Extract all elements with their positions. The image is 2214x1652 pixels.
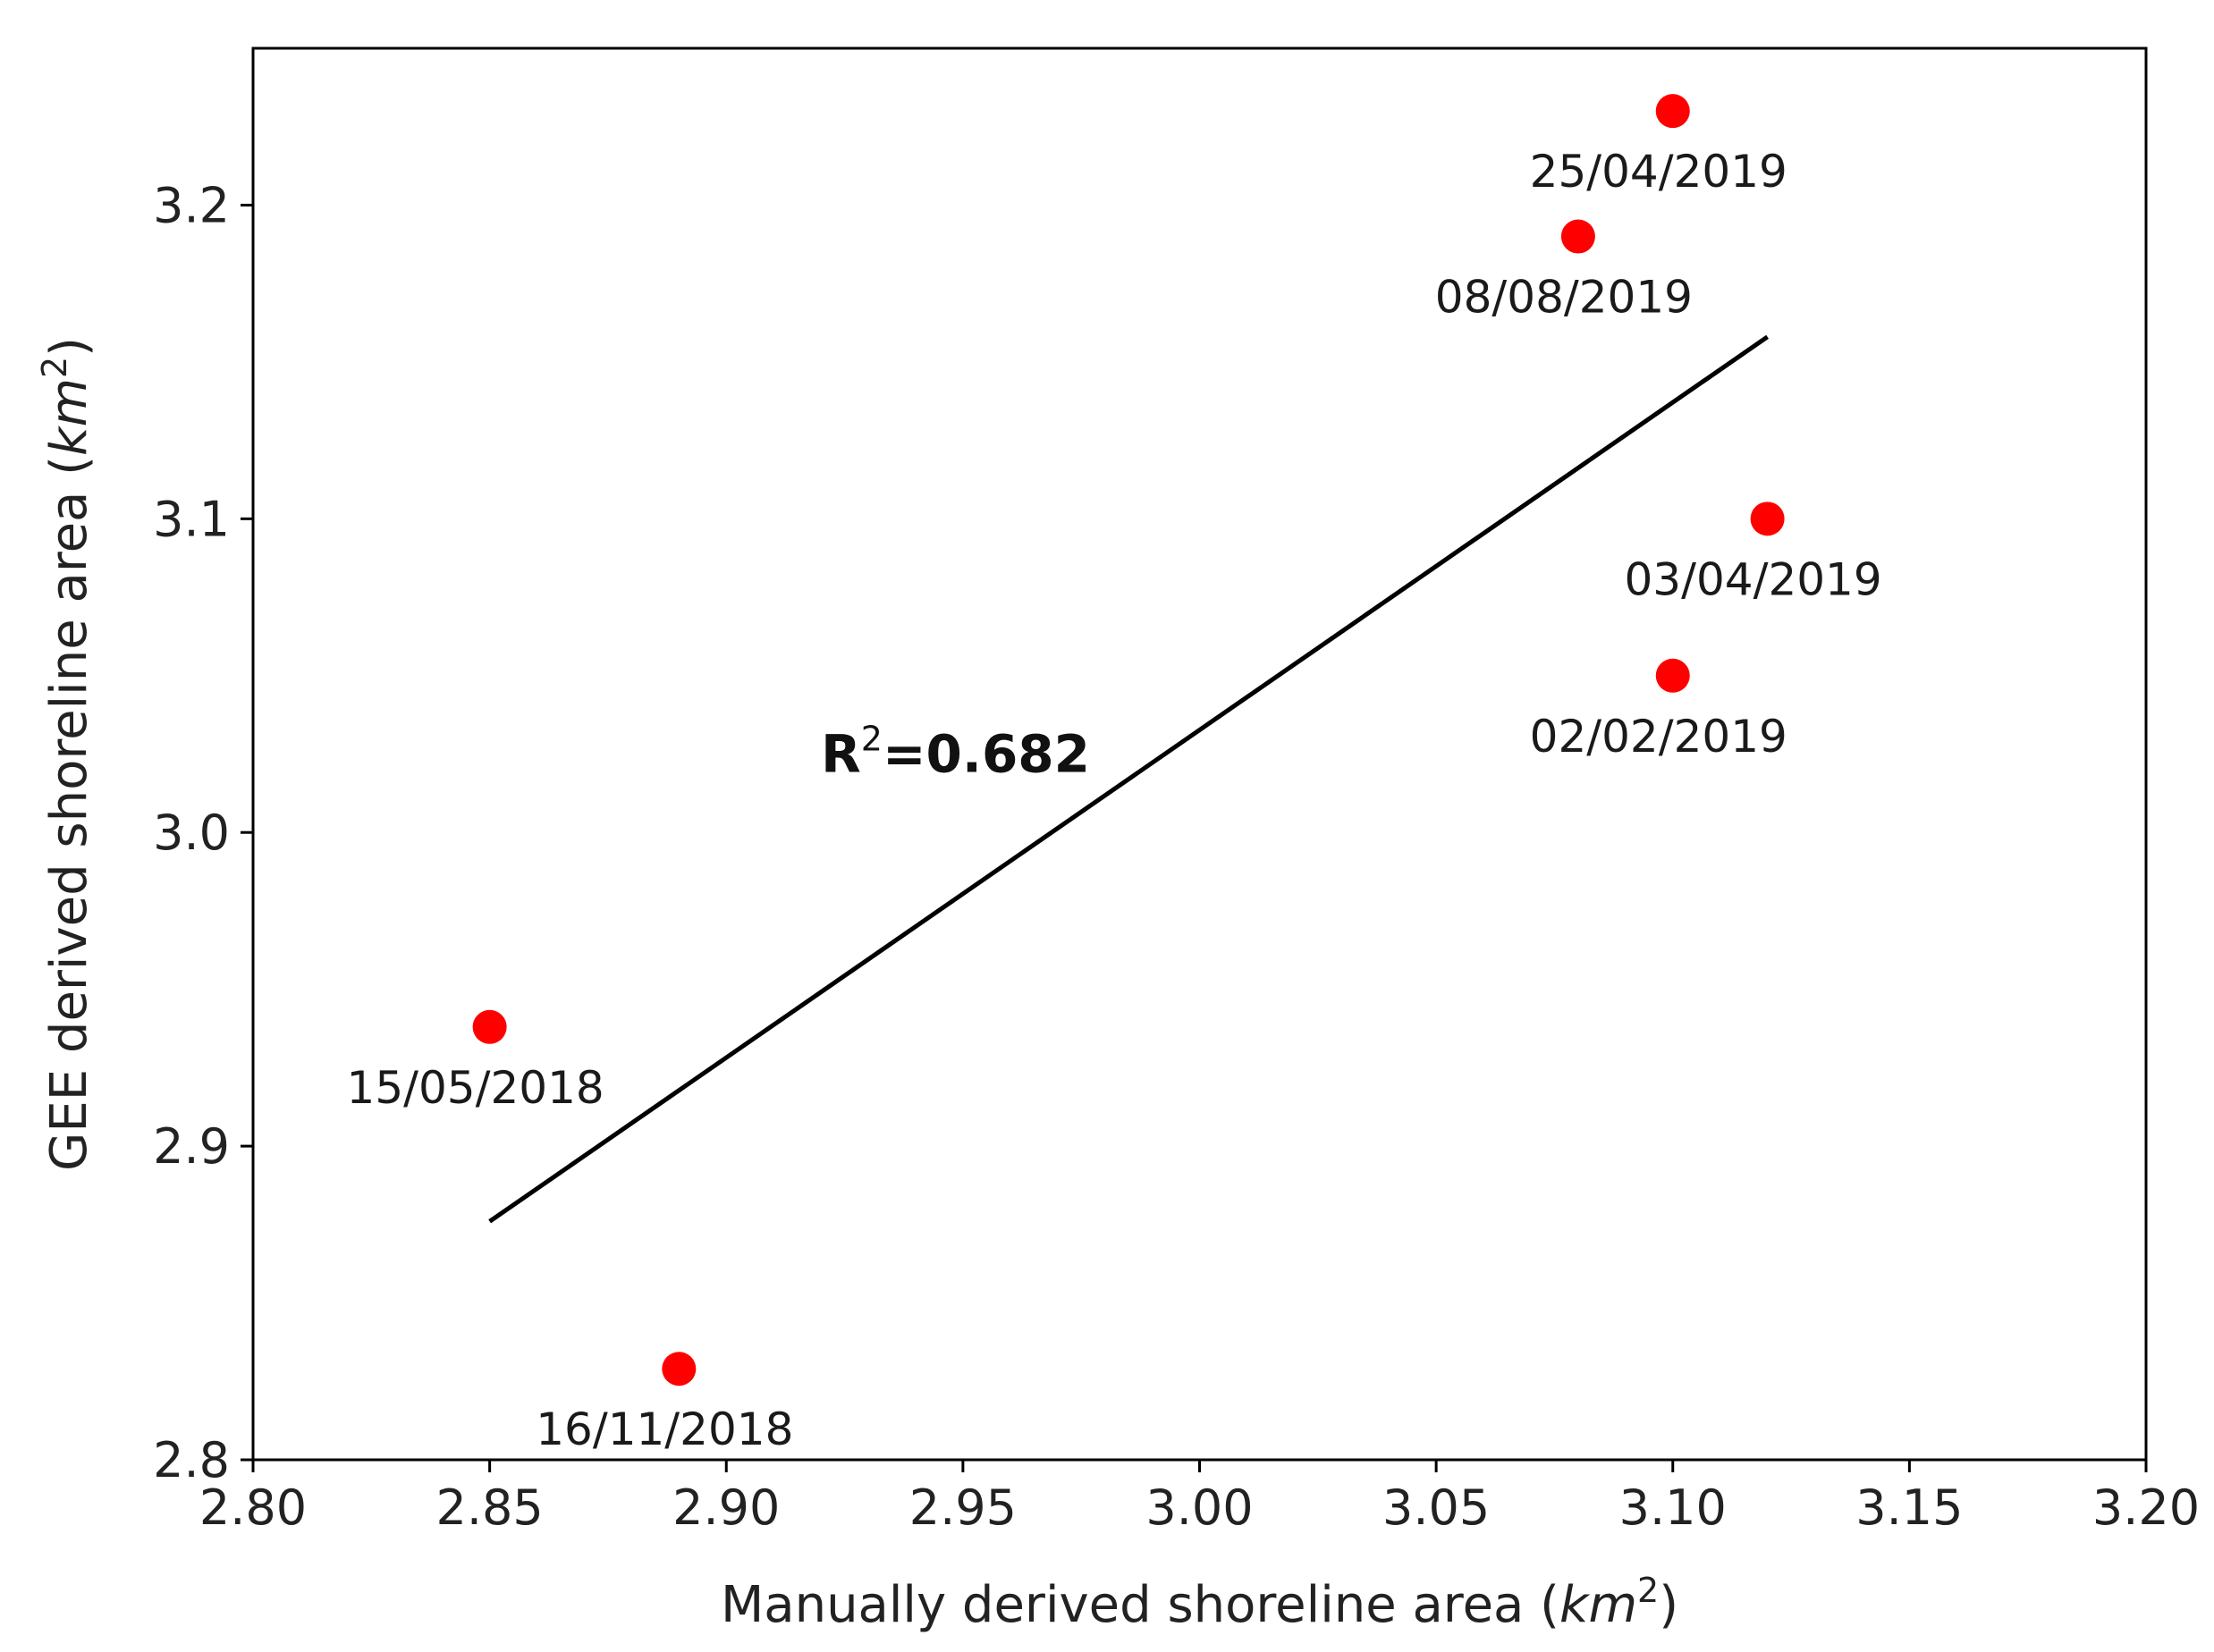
x-tick-label-2: 2.90 <box>672 1479 780 1536</box>
y-tick-label-2: 3.0 <box>153 805 230 861</box>
point-label-1: 16/11/2018 <box>536 1403 793 1455</box>
point-label-5: 08/08/2019 <box>1435 272 1693 324</box>
data-point-4 <box>1655 94 1690 129</box>
plot-frame <box>251 46 2148 1462</box>
point-label-3: 03/04/2019 <box>1625 553 1882 605</box>
x-tick-label-3: 2.95 <box>909 1479 1017 1536</box>
point-label-2: 02/02/2019 <box>1530 711 1787 763</box>
x-tick-label-6: 3.10 <box>1619 1479 1727 1536</box>
data-point-5 <box>1560 219 1595 254</box>
y-tick-label-3: 3.1 <box>153 491 230 547</box>
data-point-1 <box>662 1352 697 1386</box>
x-tick-label-7: 3.15 <box>1855 1479 1963 1536</box>
x-tick-label-8: 3.20 <box>2092 1479 2200 1536</box>
y-axis-title: GEE derived shoreline area (km2) <box>35 337 98 1171</box>
x-tick-label-1: 2.85 <box>436 1479 544 1536</box>
x-axis-title: Manually derived shoreline area (km2) <box>721 1571 1678 1634</box>
regression-line <box>488 334 1770 1224</box>
point-label-0: 15/05/2018 <box>347 1062 604 1114</box>
data-point-0 <box>472 1009 507 1044</box>
x-tick-label-4: 3.00 <box>1145 1479 1253 1536</box>
y-tick-label-4: 3.2 <box>153 177 230 233</box>
y-tick-label-1: 2.9 <box>153 1118 230 1175</box>
data-point-3 <box>1750 502 1785 536</box>
x-tick-label-5: 3.05 <box>1382 1479 1490 1536</box>
x-tick-label-0: 2.80 <box>199 1479 307 1536</box>
r-squared-annotation: R2=0.682 <box>821 720 1090 785</box>
data-point-2 <box>1655 658 1690 693</box>
point-label-4: 25/04/2019 <box>1530 146 1787 198</box>
y-tick-label-0: 2.8 <box>153 1432 230 1488</box>
